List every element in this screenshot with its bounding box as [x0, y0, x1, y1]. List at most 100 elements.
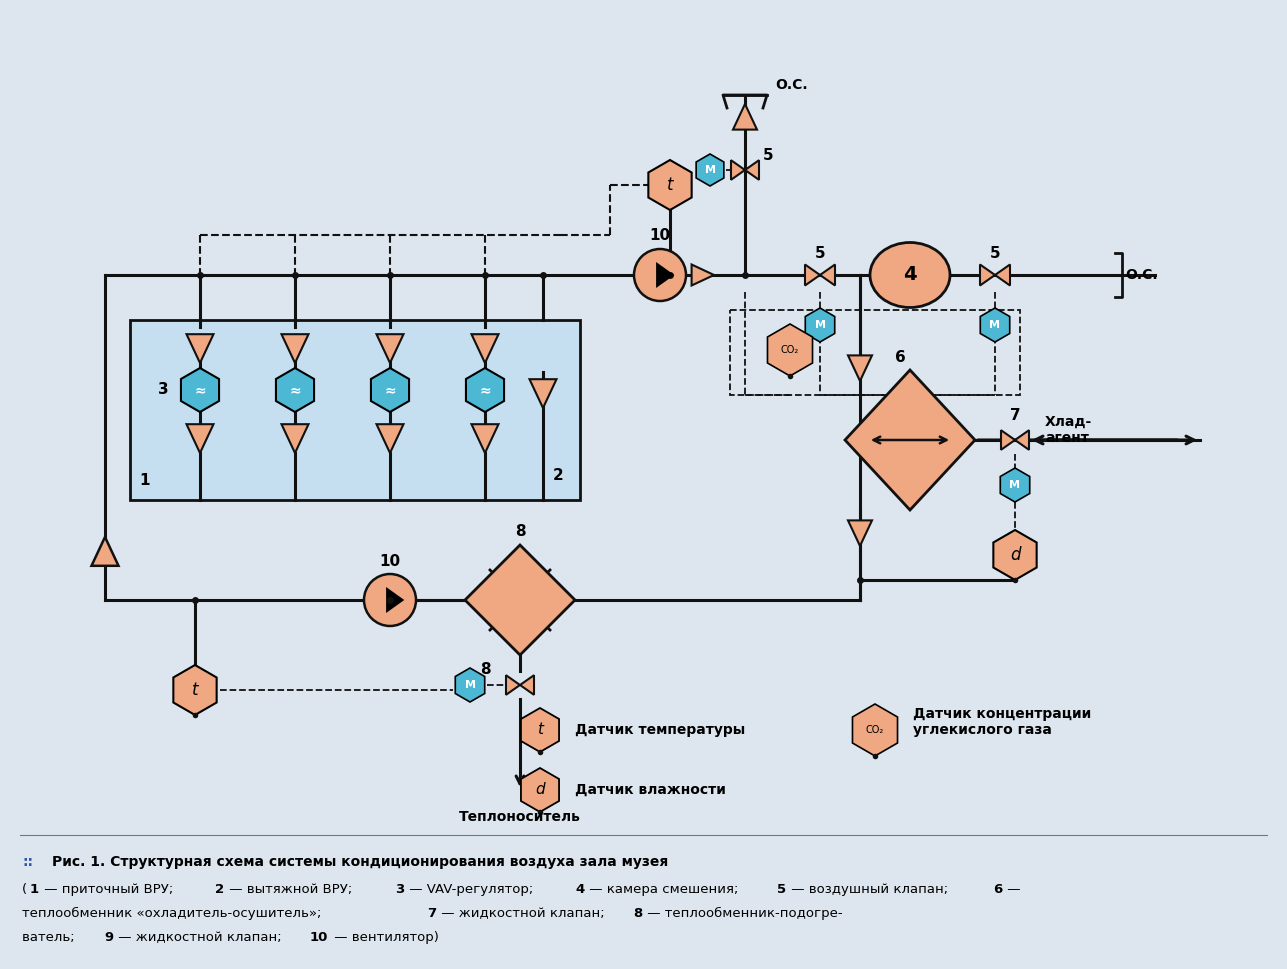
Text: M: M	[815, 320, 825, 330]
Polygon shape	[745, 160, 759, 180]
Text: 5: 5	[777, 883, 786, 896]
Text: 8: 8	[480, 663, 490, 677]
Polygon shape	[465, 545, 575, 655]
Text: — VAV-регулятор;: — VAV-регулятор;	[405, 883, 538, 896]
Polygon shape	[466, 368, 505, 412]
Text: — камера смешения;: — камера смешения;	[586, 883, 743, 896]
Polygon shape	[187, 334, 214, 363]
Polygon shape	[520, 675, 534, 695]
Polygon shape	[174, 665, 216, 715]
Polygon shape	[979, 265, 995, 286]
Text: 6: 6	[994, 883, 1003, 896]
Text: t: t	[192, 681, 198, 699]
Text: 1: 1	[140, 473, 151, 487]
Polygon shape	[820, 265, 835, 286]
Text: Датчик концентрации
углекислого газа: Датчик концентрации углекислого газа	[912, 707, 1091, 737]
Text: —: —	[1003, 883, 1021, 896]
Polygon shape	[386, 587, 404, 613]
Text: M: M	[465, 680, 475, 690]
Text: 10: 10	[380, 554, 400, 570]
Text: (: (	[22, 883, 27, 896]
Text: 10: 10	[310, 931, 328, 944]
Text: 3: 3	[158, 383, 169, 397]
Polygon shape	[804, 265, 820, 286]
Text: ≈: ≈	[385, 383, 396, 397]
Text: О.С.: О.С.	[775, 78, 808, 92]
Polygon shape	[731, 160, 745, 180]
Text: 1: 1	[30, 883, 39, 896]
Text: M: M	[1009, 480, 1021, 490]
Text: ≈: ≈	[479, 383, 490, 397]
Text: 10: 10	[650, 228, 671, 242]
Text: t: t	[667, 176, 673, 194]
Text: 4: 4	[575, 883, 584, 896]
Polygon shape	[994, 530, 1036, 580]
Polygon shape	[181, 368, 219, 412]
Polygon shape	[506, 675, 520, 695]
Circle shape	[364, 574, 416, 626]
Polygon shape	[767, 324, 812, 376]
Text: ::: ::	[22, 855, 33, 869]
Polygon shape	[848, 356, 873, 381]
Polygon shape	[471, 334, 498, 363]
Text: 3: 3	[395, 883, 404, 896]
Polygon shape	[981, 308, 1010, 342]
Text: О.С.: О.С.	[1125, 268, 1157, 282]
Text: Хлад-
агент: Хлад- агент	[1045, 415, 1093, 445]
Text: d: d	[1010, 546, 1021, 564]
Text: — жидкостной клапан;: — жидкостной клапан;	[438, 907, 609, 920]
Polygon shape	[377, 424, 404, 453]
Polygon shape	[521, 708, 559, 752]
Polygon shape	[806, 308, 835, 342]
Text: — приточный ВРУ;: — приточный ВРУ;	[40, 883, 178, 896]
Text: CO₂: CO₂	[781, 345, 799, 355]
Ellipse shape	[870, 242, 950, 307]
Polygon shape	[1001, 430, 1015, 450]
Text: 5: 5	[763, 147, 773, 163]
Text: ватель;: ватель;	[22, 931, 79, 944]
Text: — теплообменник-подогре-: — теплообменник-подогре-	[644, 907, 843, 921]
Polygon shape	[852, 704, 897, 756]
Polygon shape	[282, 424, 309, 453]
Text: — воздушный клапан;: — воздушный клапан;	[786, 883, 952, 896]
Text: Датчик температуры: Датчик температуры	[575, 723, 745, 737]
Polygon shape	[734, 104, 757, 130]
Polygon shape	[995, 265, 1010, 286]
Polygon shape	[377, 334, 404, 363]
Polygon shape	[691, 265, 714, 286]
Text: M: M	[990, 320, 1000, 330]
Polygon shape	[846, 370, 976, 510]
Text: Датчик влажности: Датчик влажности	[575, 783, 726, 797]
Polygon shape	[456, 668, 485, 702]
Text: 9: 9	[104, 931, 113, 944]
Polygon shape	[471, 424, 498, 453]
Text: 8: 8	[633, 907, 642, 920]
FancyBboxPatch shape	[130, 320, 580, 500]
Text: 2: 2	[552, 467, 564, 483]
Polygon shape	[91, 537, 118, 566]
Polygon shape	[187, 424, 214, 453]
Polygon shape	[1000, 468, 1030, 502]
Polygon shape	[848, 520, 873, 546]
Polygon shape	[656, 262, 674, 288]
Text: Рис. 1. Структурная схема системы кондиционирования воздуха зала музея: Рис. 1. Структурная схема системы кондиц…	[51, 855, 668, 869]
Polygon shape	[696, 154, 723, 186]
Text: d: d	[535, 783, 544, 797]
Polygon shape	[529, 379, 556, 408]
Polygon shape	[275, 368, 314, 412]
Text: Теплоноситель: Теплоноситель	[459, 810, 580, 824]
Text: 4: 4	[903, 266, 916, 285]
Circle shape	[634, 249, 686, 301]
Text: 5: 5	[815, 245, 825, 261]
Text: 8: 8	[515, 524, 525, 540]
Text: 2: 2	[215, 883, 224, 896]
Text: — вентилятор): — вентилятор)	[329, 931, 439, 944]
Polygon shape	[521, 768, 559, 812]
Text: — жидкостной клапан;: — жидкостной клапан;	[115, 931, 286, 944]
Text: теплообменник «охладитель-осушитель»;: теплообменник «охладитель-осушитель»;	[22, 907, 326, 921]
Text: — вытяжной ВРУ;: — вытяжной ВРУ;	[225, 883, 356, 896]
Text: CO₂: CO₂	[866, 725, 884, 735]
Text: ≈: ≈	[290, 383, 301, 397]
Text: t: t	[537, 723, 543, 737]
Text: 7: 7	[1010, 408, 1021, 422]
